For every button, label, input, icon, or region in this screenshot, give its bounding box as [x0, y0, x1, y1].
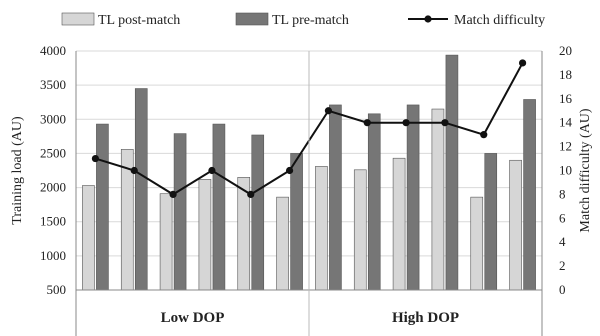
bar-tl-pre-match — [96, 123, 109, 291]
bar-tl-pre-match — [367, 113, 381, 291]
bar-tl-pre-match — [290, 153, 303, 291]
bar-tl-post-match — [392, 157, 406, 291]
bar-tl-post-match — [431, 108, 445, 291]
bar-tl-pre-match — [173, 133, 187, 291]
bar-tl-pre-match — [212, 123, 226, 291]
y2-tick-label: 12 — [559, 139, 572, 154]
tick-labels: 500 1000 1500 2000 2500 3000 3500 4000 0 2 4 6 8 10 12… — [40, 43, 573, 297]
y2-axis-label: Match difficulty (AU) — [578, 108, 593, 232]
legend-swatch-icon — [61, 12, 95, 26]
legend-swatch-icon — [235, 12, 269, 26]
match-difficulty-point — [324, 107, 333, 115]
y-tick-label: 1000 — [40, 248, 66, 263]
y2-tick-label: 14 — [559, 115, 573, 130]
bars — [82, 54, 536, 291]
match-difficulty-point — [247, 190, 255, 198]
y2-tick-label: 0 — [559, 282, 566, 297]
group-label-high-dop: High DOP — [392, 310, 459, 326]
bar-tl-post-match — [470, 196, 484, 291]
group-label-low-dop: Low DOP — [161, 310, 225, 326]
bar-tl-post-match — [509, 159, 522, 291]
legend-label: TL post-match — [98, 13, 180, 28]
y2-tick-label: 20 — [559, 43, 572, 58]
y2-tick-label: 10 — [559, 163, 572, 178]
bar-tl-post-match — [315, 166, 328, 291]
match-difficulty-point — [518, 59, 527, 67]
match-difficulty-point — [363, 119, 371, 127]
bar-tl-post-match — [353, 169, 367, 291]
y2-tick-label: 6 — [559, 210, 566, 225]
y-tick-label: 1500 — [40, 214, 66, 229]
bar-tl-post-match — [276, 196, 289, 291]
match-difficulty-point — [285, 166, 294, 175]
match-difficulty-point — [169, 190, 177, 198]
match-difficulty-point — [480, 131, 488, 139]
axes — [75, 51, 543, 336]
y2-tick-label: 8 — [559, 186, 566, 201]
bar-tl-pre-match — [523, 99, 536, 291]
legend-marker-icon — [424, 15, 432, 23]
bar-tl-post-match — [159, 193, 173, 291]
bar-tl-pre-match — [251, 134, 265, 291]
y-tick-label: 2000 — [40, 180, 66, 195]
legend: TL post-match TL pre-match Match difficult… — [61, 12, 545, 28]
bar-tl-pre-match — [406, 104, 420, 291]
match-difficulty-point — [402, 119, 410, 127]
legend-label: Match difficulty — [454, 13, 545, 28]
bar-tl-pre-match — [484, 153, 498, 291]
bar-tl-post-match — [198, 179, 212, 291]
bar-tl-pre-match — [445, 54, 459, 291]
bar-tl-pre-match — [329, 104, 342, 291]
bar-tl-pre-match — [134, 88, 148, 291]
y-tick-label: 4000 — [40, 43, 66, 58]
y-tick-label: 3500 — [40, 77, 66, 92]
legend-label: TL pre-match — [272, 13, 349, 28]
match-difficulty-point — [441, 119, 449, 127]
y-tick-label: 2500 — [40, 145, 66, 160]
match-difficulty-point — [130, 166, 138, 175]
y2-tick-label: 18 — [559, 67, 572, 82]
match-difficulty-point — [208, 166, 216, 175]
y-tick-label: 500 — [47, 282, 67, 297]
y2-tick-label: 2 — [559, 258, 566, 273]
match-difficulty-point — [91, 154, 100, 163]
y-axis-label: Training load (AU) — [10, 116, 25, 225]
y-tick-label: 3000 — [40, 111, 66, 126]
y2-tick-label: 16 — [559, 91, 573, 106]
bar-tl-post-match — [82, 185, 95, 291]
y2-tick-label: 4 — [559, 234, 566, 249]
